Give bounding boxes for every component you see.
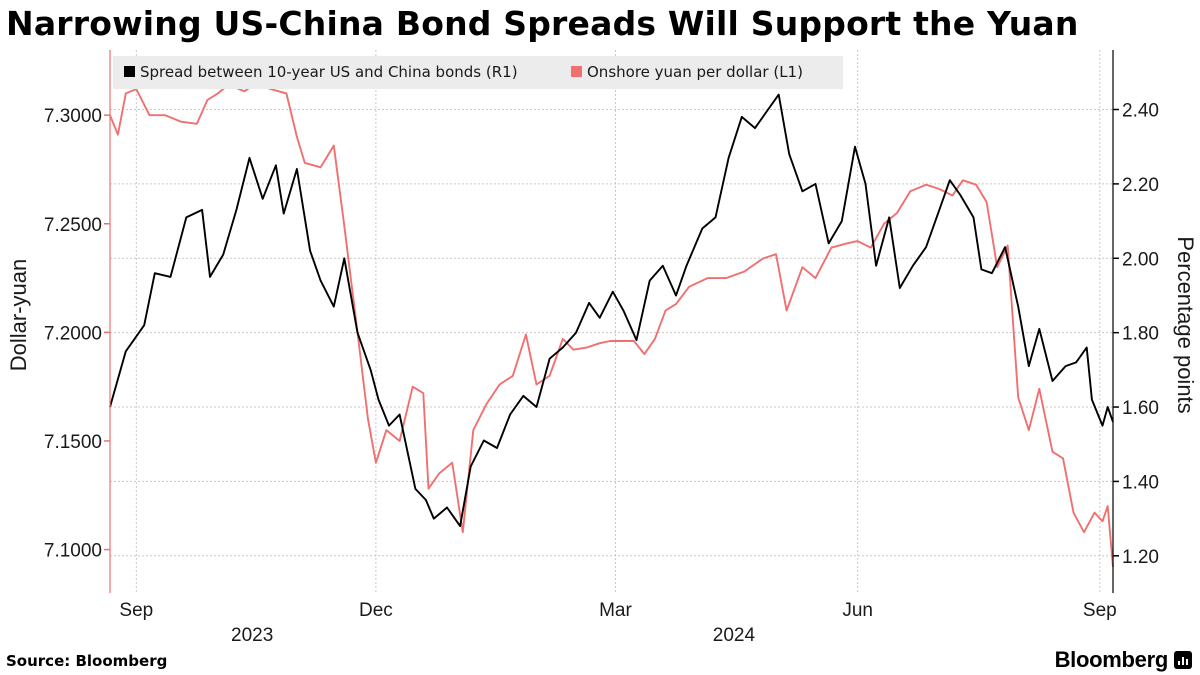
right-tick-label-6: 2.40: [1122, 101, 1159, 122]
spread-series-line: [109, 93, 1114, 528]
x-year-label-1: 2024: [713, 625, 756, 646]
right-tick-label-5: 2.20: [1122, 175, 1159, 196]
left-tick-label-0: 7.1000: [44, 541, 102, 562]
x-tick-label-4: Sep: [1083, 600, 1117, 621]
left-tick-label-2: 7.2000: [44, 323, 102, 344]
yuan-series-line: [109, 81, 1114, 567]
right-tick-label-2: 1.60: [1122, 398, 1159, 419]
axes: 7.1000 7.1500 7.2000 7.2500 7.3000 1.20 1.40 1.…: [44, 50, 1159, 646]
left-tick-label-4: 7.3000: [44, 106, 102, 127]
right-tick-label-0: 1.20: [1122, 547, 1159, 568]
chart-title: Narrowing US-China Bond Spreads Will Sup…: [6, 4, 1079, 43]
left-tick-label-1: 7.1500: [44, 432, 102, 453]
series-layer: [109, 81, 1114, 567]
gridlines: [110, 50, 1113, 593]
right-axis-title: Percentage points: [1173, 236, 1198, 413]
legend-swatch-yuan: [571, 66, 582, 77]
left-tick-label-3: 7.2500: [44, 215, 102, 236]
x-tick-label-1: Dec: [359, 600, 393, 621]
legend-label-spread: Spread between 10-year US and China bond…: [140, 63, 518, 81]
right-tick-label-3: 1.80: [1122, 324, 1159, 345]
legend-swatch-spread: [124, 66, 135, 77]
source-note: Source: Bloomberg: [6, 652, 168, 670]
right-tick-label-4: 2.00: [1122, 249, 1159, 270]
left-axis-title: Dollar-yuan: [6, 259, 31, 372]
x-tick-label-3: Jun: [842, 600, 873, 621]
legend-background: [113, 56, 843, 89]
x-year-label-0: 2023: [231, 625, 273, 646]
bloomberg-logo: Bloomberg: [1054, 647, 1169, 672]
x-tick-label-0: Sep: [119, 600, 153, 621]
x-tick-label-2: Mar: [599, 600, 632, 621]
legend-label-yuan: Onshore yuan per dollar (L1): [587, 63, 803, 81]
right-tick-label-1: 1.40: [1122, 472, 1159, 493]
legend: Spread between 10-year US and China bond…: [113, 56, 843, 89]
bloomberg-chart-icon: [1174, 651, 1192, 669]
